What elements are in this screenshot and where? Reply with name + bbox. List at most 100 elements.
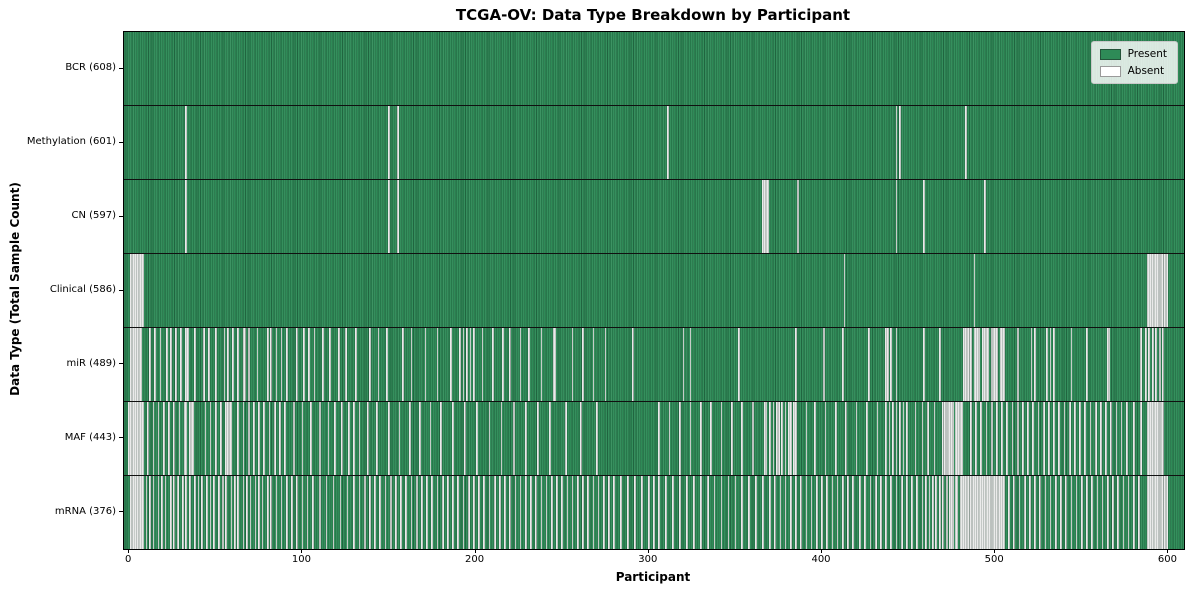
absent-bar [1112,476,1114,549]
absent-bar [689,328,692,401]
legend-label-absent: Absent [1127,65,1165,77]
absent-bar [963,476,965,549]
absent-bar [1094,402,1097,475]
absent-bar [296,476,299,549]
absent-bar [308,328,311,401]
absent-bar [788,402,790,475]
absent-bar [318,476,321,549]
absent-bar [1091,476,1094,549]
absent-bar [488,476,491,549]
absent-bar [864,476,867,549]
x-tick-label: 100 [291,554,311,565]
absent-bar [182,476,184,549]
absent-bar [504,476,506,549]
absent-bar [270,476,273,549]
absent-bar [206,476,208,549]
absent-bar [133,254,136,327]
absent-bar [185,328,188,401]
absent-bar [954,402,957,475]
absent-bar [994,328,997,401]
absent-bar [999,328,1002,401]
absent-bar [931,476,934,549]
absent-bar [994,476,997,549]
absent-bar [925,476,927,549]
absent-bar [1046,328,1049,401]
absent-bar [895,328,898,401]
absent-bar [634,476,636,549]
absent-bar [133,328,136,401]
absent-bar [208,328,210,401]
absent-bar [906,476,908,549]
absent-bar [996,402,998,475]
absent-bar [1018,476,1021,549]
absent-bar [781,402,784,475]
absent-bar [1150,402,1152,475]
absent-bar [956,402,958,475]
datatype-row-miR [124,328,1184,402]
absent-bar [161,476,163,549]
absent-bar [280,328,283,401]
absent-bar [135,328,137,401]
absent-bar [185,106,188,179]
absent-bar [741,476,744,549]
absent-bar [888,402,891,475]
absent-bar [653,476,655,549]
absent-bar [388,180,390,253]
absent-bar [202,328,205,401]
absent-bar [869,476,872,549]
absent-bar [608,476,610,549]
absent-bar [665,476,667,549]
absent-bar [996,328,998,401]
absent-bar [1070,476,1073,549]
x-tick-mark [821,549,822,553]
legend-item-present: Present [1099,48,1167,60]
absent-bar [223,328,226,401]
absent-bar [355,328,357,401]
absent-bar [358,402,361,475]
absent-bar [1070,328,1073,401]
absent-bar [363,476,366,549]
absent-bar [841,328,844,401]
absent-bar [1048,402,1050,475]
absent-bar [1016,402,1019,475]
absent-bar [954,476,957,549]
absent-bar [983,476,986,549]
absent-bar [961,402,964,475]
absent-bar [763,180,766,253]
absent-bar [672,476,674,549]
absent-bar [452,402,454,475]
absent-bar [1008,476,1010,549]
legend-label-present: Present [1127,48,1167,60]
absent-bar [306,476,309,549]
absent-swatch [1099,65,1121,77]
absent-bar [855,402,858,475]
absent-bar [332,476,335,549]
absent-bar [679,402,681,475]
absent-bar [230,402,233,475]
absent-bar [136,402,139,475]
absent-bar [564,402,567,475]
absent-bar [1110,402,1113,475]
absent-bar [285,328,288,401]
absent-bar [192,402,195,475]
absent-bar [498,476,501,549]
absent-bar [978,476,981,549]
absent-bar [845,402,848,475]
datatype-row-Methylation [124,106,1184,180]
absent-bar [1063,402,1066,475]
absent-bar [952,476,955,549]
absent-bar [602,476,605,549]
absent-bar [968,476,971,549]
absent-bar [138,402,141,475]
absent-bar [734,476,737,549]
absent-bar [173,402,176,475]
absent-bar [982,328,984,401]
absent-bar [1162,254,1165,327]
absent-bar [540,476,543,549]
absent-bar [353,402,356,475]
datatype-row-CN [124,180,1184,254]
absent-bar [188,402,191,475]
absent-bar [975,328,977,401]
absent-bar [301,476,304,549]
absent-bar [1042,402,1045,475]
